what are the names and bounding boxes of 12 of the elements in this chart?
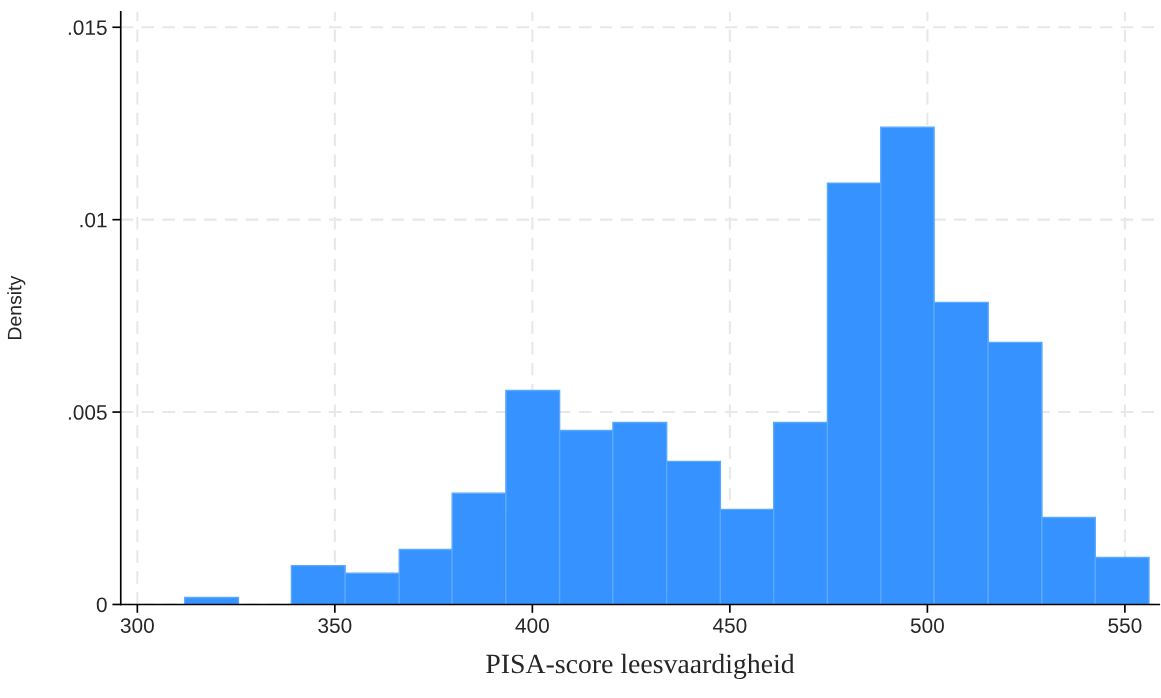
x-axis-title: PISA-score leesvaardigheid [486, 653, 795, 680]
x-tick-label: 450 [712, 618, 747, 633]
y-tick-label: .005 [68, 405, 107, 420]
y-tick-label: .01 [80, 212, 107, 228]
x-tick-label: 550 [1108, 618, 1142, 633]
y-tick-label: 0 [96, 597, 107, 613]
y-axis-title: Density [7, 275, 26, 339]
x-tick-label: 350 [318, 618, 352, 633]
x-tick-label: 500 [910, 618, 944, 633]
x-tick-label: 300 [120, 618, 154, 633]
y-tick-label: .015 [68, 20, 107, 36]
x-tick-label: 400 [515, 618, 549, 633]
